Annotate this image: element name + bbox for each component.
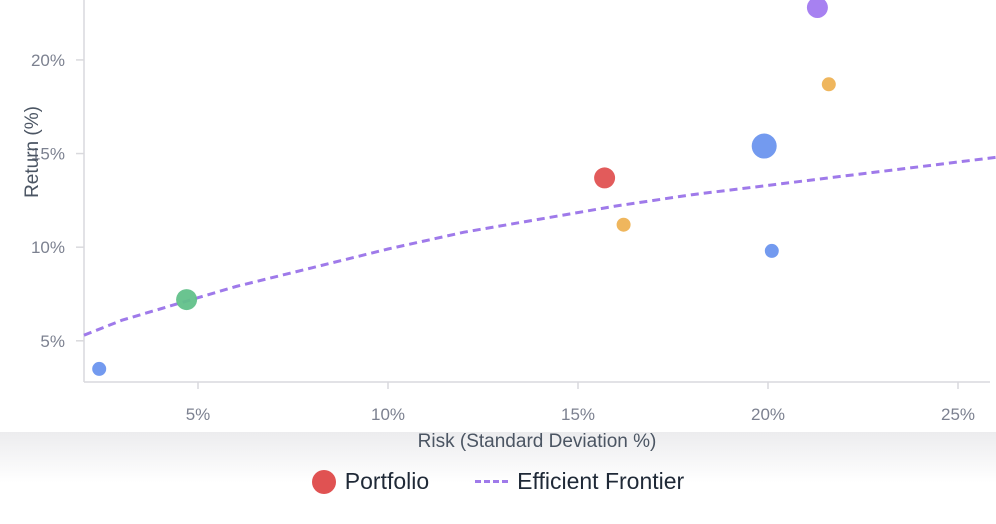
y-tick-label: 20% <box>31 51 65 70</box>
y-tick-label: 5% <box>40 332 65 351</box>
efficient-frontier-line <box>83 155 996 337</box>
x-tick-label: 20% <box>751 405 785 424</box>
x-tick-label: 10% <box>371 405 405 424</box>
legend-item-portfolio[interactable]: Portfolio <box>311 468 430 495</box>
x-axis-title: Risk (Standard Deviation %) <box>418 431 657 452</box>
y-axis-title: Return (%) <box>22 106 43 198</box>
y-tick-label: 10% <box>31 238 65 257</box>
legend-item-efficient-frontier[interactable]: Efficient Frontier <box>475 468 684 495</box>
x-tick-label: 5% <box>186 405 211 424</box>
dashed-line-swatch-icon <box>475 480 509 483</box>
portfolio-point[interactable] <box>616 217 631 232</box>
x-tick-label: 25% <box>941 405 975 424</box>
portfolio-point[interactable] <box>751 133 777 159</box>
portfolio-point[interactable] <box>176 289 198 311</box>
portfolio-swatch-icon <box>311 469 336 494</box>
portfolio-point[interactable] <box>764 243 779 258</box>
legend-label-efficient-frontier: Efficient Frontier <box>517 468 685 494</box>
x-tick-label: 15% <box>561 405 595 424</box>
portfolio-point[interactable] <box>806 0 828 18</box>
legend-label-portfolio: Portfolio <box>344 468 430 494</box>
portfolio-point[interactable] <box>821 77 836 92</box>
y-tick-label: 15% <box>31 145 65 164</box>
portfolio-point[interactable] <box>92 361 107 376</box>
axes: 5% 10% 15% 20% 25% 5% 10% 15% 20% <box>31 0 990 424</box>
legend: Portfolio Efficient Frontier <box>0 468 996 495</box>
legend-band <box>0 432 996 524</box>
portfolio-point[interactable] <box>594 167 616 189</box>
efficient-frontier-path <box>83 155 996 337</box>
portfolio-points <box>92 0 836 376</box>
